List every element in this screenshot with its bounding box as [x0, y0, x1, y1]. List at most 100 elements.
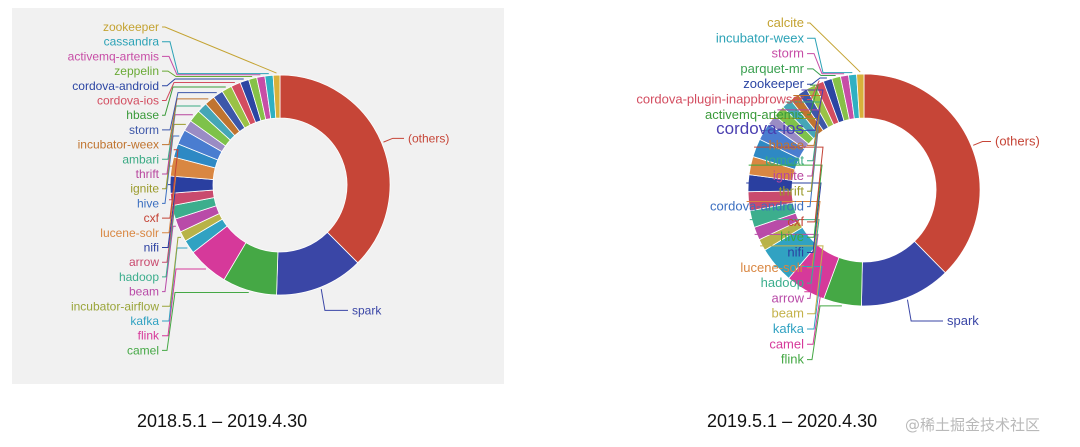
leader-line-flink: [162, 268, 206, 337]
slice-label-flink: flink: [138, 329, 160, 343]
slice-label-camel: camel: [127, 343, 159, 357]
slice-label-incubator-weex: incubator-weex: [78, 138, 159, 152]
chart-caption-left: 2018.5.1 – 2019.4.30: [137, 411, 308, 431]
slice-label-kafka: kafka: [773, 321, 805, 336]
leader-line-cordova-ios: [162, 81, 235, 101]
slice-label-calcite: calcite: [767, 15, 804, 30]
chart-caption-right: 2019.5.1 – 2020.4.30: [707, 411, 878, 431]
slice-label-spark: spark: [352, 303, 382, 317]
slice-label-thrift: thrift: [136, 167, 160, 181]
leader-line-activemq-artemis: [162, 55, 261, 76]
leader-line-cxf: [754, 146, 824, 223]
leader-line-incubator-airflow: [162, 236, 182, 307]
slice-label-ignite: ignite: [773, 168, 804, 183]
leader-line-nifi: [746, 182, 822, 253]
leader-line-lucene-solr: [162, 165, 178, 234]
leader-line-hive: [162, 135, 180, 204]
slice-label-zeppelin: zeppelin: [114, 64, 159, 78]
leader-line-flink: [807, 305, 842, 361]
leader-line-camel: [162, 292, 249, 351]
leader-line-spark: [320, 289, 348, 311]
leader-line-hadoop: [749, 219, 820, 284]
slice-label-spark: spark: [947, 313, 979, 328]
leader-line-storm: [162, 92, 217, 131]
slice-label-thrift: thrift: [779, 183, 805, 198]
slice-label-zookeeper: zookeeper: [103, 20, 159, 34]
left-chart-panel: (others) spark camel flink kafka incubator-ai…: [12, 8, 504, 384]
leader-line-zookeeper: [161, 26, 277, 74]
slice-label-hbase: hbase: [126, 108, 159, 122]
leader-line-parquet-mr: [807, 68, 836, 76]
slice-label-cxf: cxf: [787, 214, 804, 229]
slice-label-cassandra: cassandra: [104, 35, 160, 49]
leader-line-cordova-ios: [801, 89, 824, 131]
leader-line-beam: [760, 245, 824, 315]
slice-label-beam: beam: [771, 306, 804, 321]
leader-line-cordova-android: [162, 78, 244, 87]
leader-line-ignite: [162, 123, 186, 190]
slice-label-arrow: arrow: [771, 290, 804, 305]
leader-line-hbase: [793, 95, 823, 146]
slice-others: [279, 74, 391, 264]
leader-line-cassandra: [162, 41, 269, 75]
donut-chart-2019: (others) spark flinkcamelkafkabeamarrowhad…: [636, 15, 1040, 367]
leader-line-tomcat: [785, 101, 822, 162]
slice-label-hive: hive: [137, 196, 159, 210]
slice-label-hadoop: hadoop: [761, 275, 804, 290]
leader-line-hbase: [162, 86, 226, 116]
slice-label-storm: storm: [129, 123, 159, 137]
leader-line-hive: [748, 164, 823, 238]
slice-label-parquet-mr: parquet-mr: [740, 61, 804, 76]
watermark: @稀土掘金技术社区: [905, 416, 1041, 434]
slice-label-cordova-ios: cordova-ios: [97, 94, 159, 108]
leader-line-beam: [162, 225, 176, 293]
slice-calcite: [856, 73, 865, 119]
slice-label-kafka: kafka: [130, 314, 159, 328]
leader-line-zookeeper: [807, 77, 827, 85]
donut-chart-2018: (others) spark camelflinkkafkaincubator-ai…: [68, 20, 450, 357]
slice-label-hadoop: hadoop: [119, 270, 159, 284]
slice-label-zookeeper: zookeeper: [743, 76, 804, 91]
slice-label-ambari: ambari: [122, 152, 159, 166]
slice-label-cxf: cxf: [144, 211, 160, 225]
leader-line-activemq-artemis: [807, 84, 819, 116]
leader-line-cordova-plugin-inappbrowser: [807, 80, 820, 100]
leader-line-arrow: [754, 233, 819, 299]
slice-label-hbase: hbase: [769, 137, 804, 152]
slice-label-incubator-weex: incubator-weex: [716, 30, 805, 45]
leader-line-storm: [807, 53, 845, 75]
slice-label-activemq-artemis: activemq-artemis: [68, 49, 159, 63]
slice-label-lucene-solr: lucene-solr: [100, 226, 159, 240]
leader-line-lucene-solr: [746, 200, 821, 269]
slice-label-cordova-ios: cordova-ios: [716, 119, 804, 138]
leader-line-others: [973, 141, 991, 146]
slice-label-nifi: nifi: [144, 241, 159, 255]
slice-label-tomcat: tomcat: [765, 153, 804, 168]
leader-line-cxf: [162, 149, 179, 219]
right-chart-panel: (others) spark flink camel kafka beam arrow had…: [520, 8, 1068, 384]
slice-label-activemq-artemis: activemq-artemis: [705, 107, 804, 122]
leader-line-ignite: [777, 109, 821, 177]
slice-label-others: (others): [995, 134, 1040, 149]
leader-line-others: [383, 137, 404, 143]
slice-label-lucene-solr: lucene-solr: [740, 260, 804, 275]
leader-line-spark: [906, 299, 943, 322]
slice-others: [863, 73, 981, 274]
slice-label-cordova-android: cordova-android: [72, 79, 159, 93]
slice-label-ignite: ignite: [130, 182, 159, 196]
leader-line-nifi: [162, 184, 177, 248]
slice-label-others: (others): [408, 131, 449, 145]
slice-label-storm: storm: [772, 46, 805, 61]
slice-label-incubator-airflow: incubator-airflow: [71, 299, 159, 313]
slice-label-cordova-plugin-inappbrowser: cordova-plugin-inappbrowser: [636, 92, 804, 107]
slice-label-beam: beam: [129, 285, 159, 299]
leader-line-kafka: [774, 265, 823, 330]
leader-line-incubator-weex: [807, 37, 853, 74]
slice-label-flink: flink: [781, 352, 805, 367]
slice-label-cordova-android: cordova-android: [710, 199, 804, 214]
leader-line-ambari: [162, 105, 201, 160]
slice-label-nifi: nifi: [787, 245, 804, 260]
slice-label-arrow: arrow: [129, 255, 159, 269]
leader-line-thrift: [162, 114, 193, 175]
leader-line-camel: [804, 291, 822, 345]
